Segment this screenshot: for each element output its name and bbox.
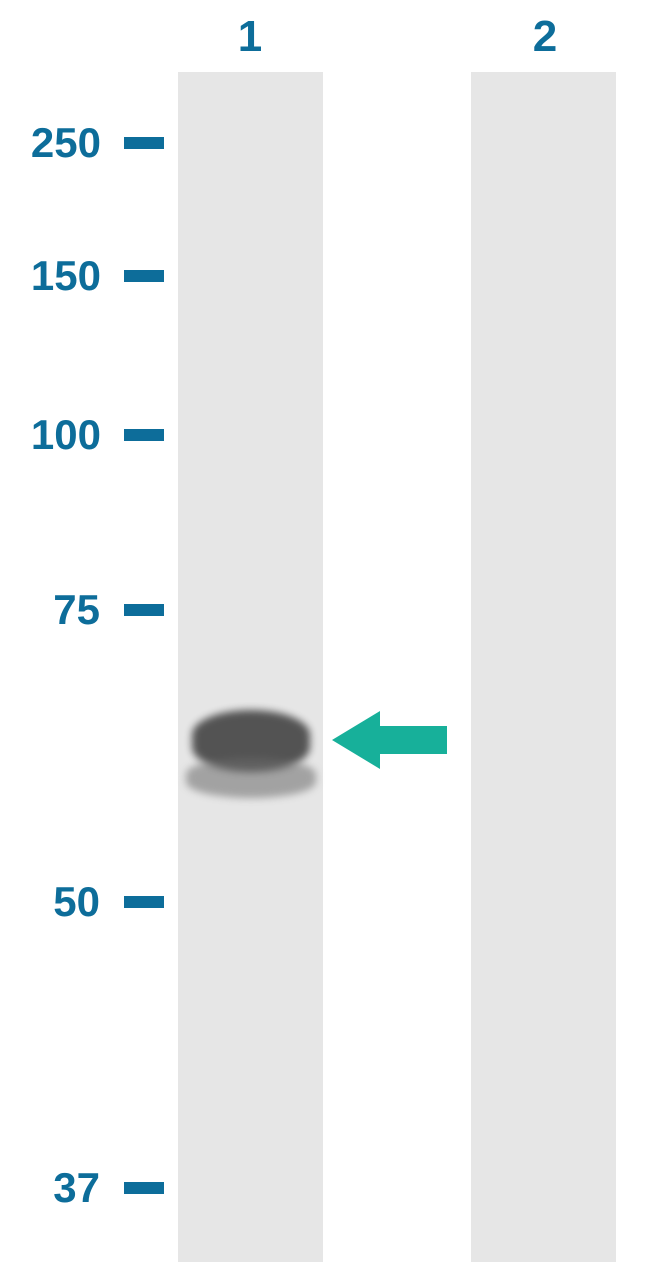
marker-label-150: 150 bbox=[6, 252, 101, 300]
pointer-arrow-icon bbox=[332, 711, 447, 769]
arrow-svg bbox=[332, 711, 447, 769]
marker-dash-37 bbox=[124, 1182, 164, 1194]
arrow-polygon bbox=[332, 711, 447, 769]
marker-dash-150 bbox=[124, 270, 164, 282]
marker-label-75: 75 bbox=[30, 586, 100, 634]
marker-dash-50 bbox=[124, 896, 164, 908]
lane-2 bbox=[471, 72, 616, 1262]
western-blot-diagram: { "canvas": { "width": 650, "height": 12… bbox=[0, 0, 650, 1270]
lane-header-1: 1 bbox=[230, 12, 270, 62]
marker-dash-75 bbox=[124, 604, 164, 616]
lane-header-2: 2 bbox=[525, 12, 565, 62]
marker-label-250: 250 bbox=[6, 119, 101, 167]
marker-label-37: 37 bbox=[30, 1164, 100, 1212]
band-lane1-smear bbox=[186, 758, 316, 798]
marker-dash-250 bbox=[124, 137, 164, 149]
marker-label-50: 50 bbox=[30, 878, 100, 926]
marker-label-100: 100 bbox=[6, 411, 101, 459]
marker-dash-100 bbox=[124, 429, 164, 441]
lane-1 bbox=[178, 72, 323, 1262]
